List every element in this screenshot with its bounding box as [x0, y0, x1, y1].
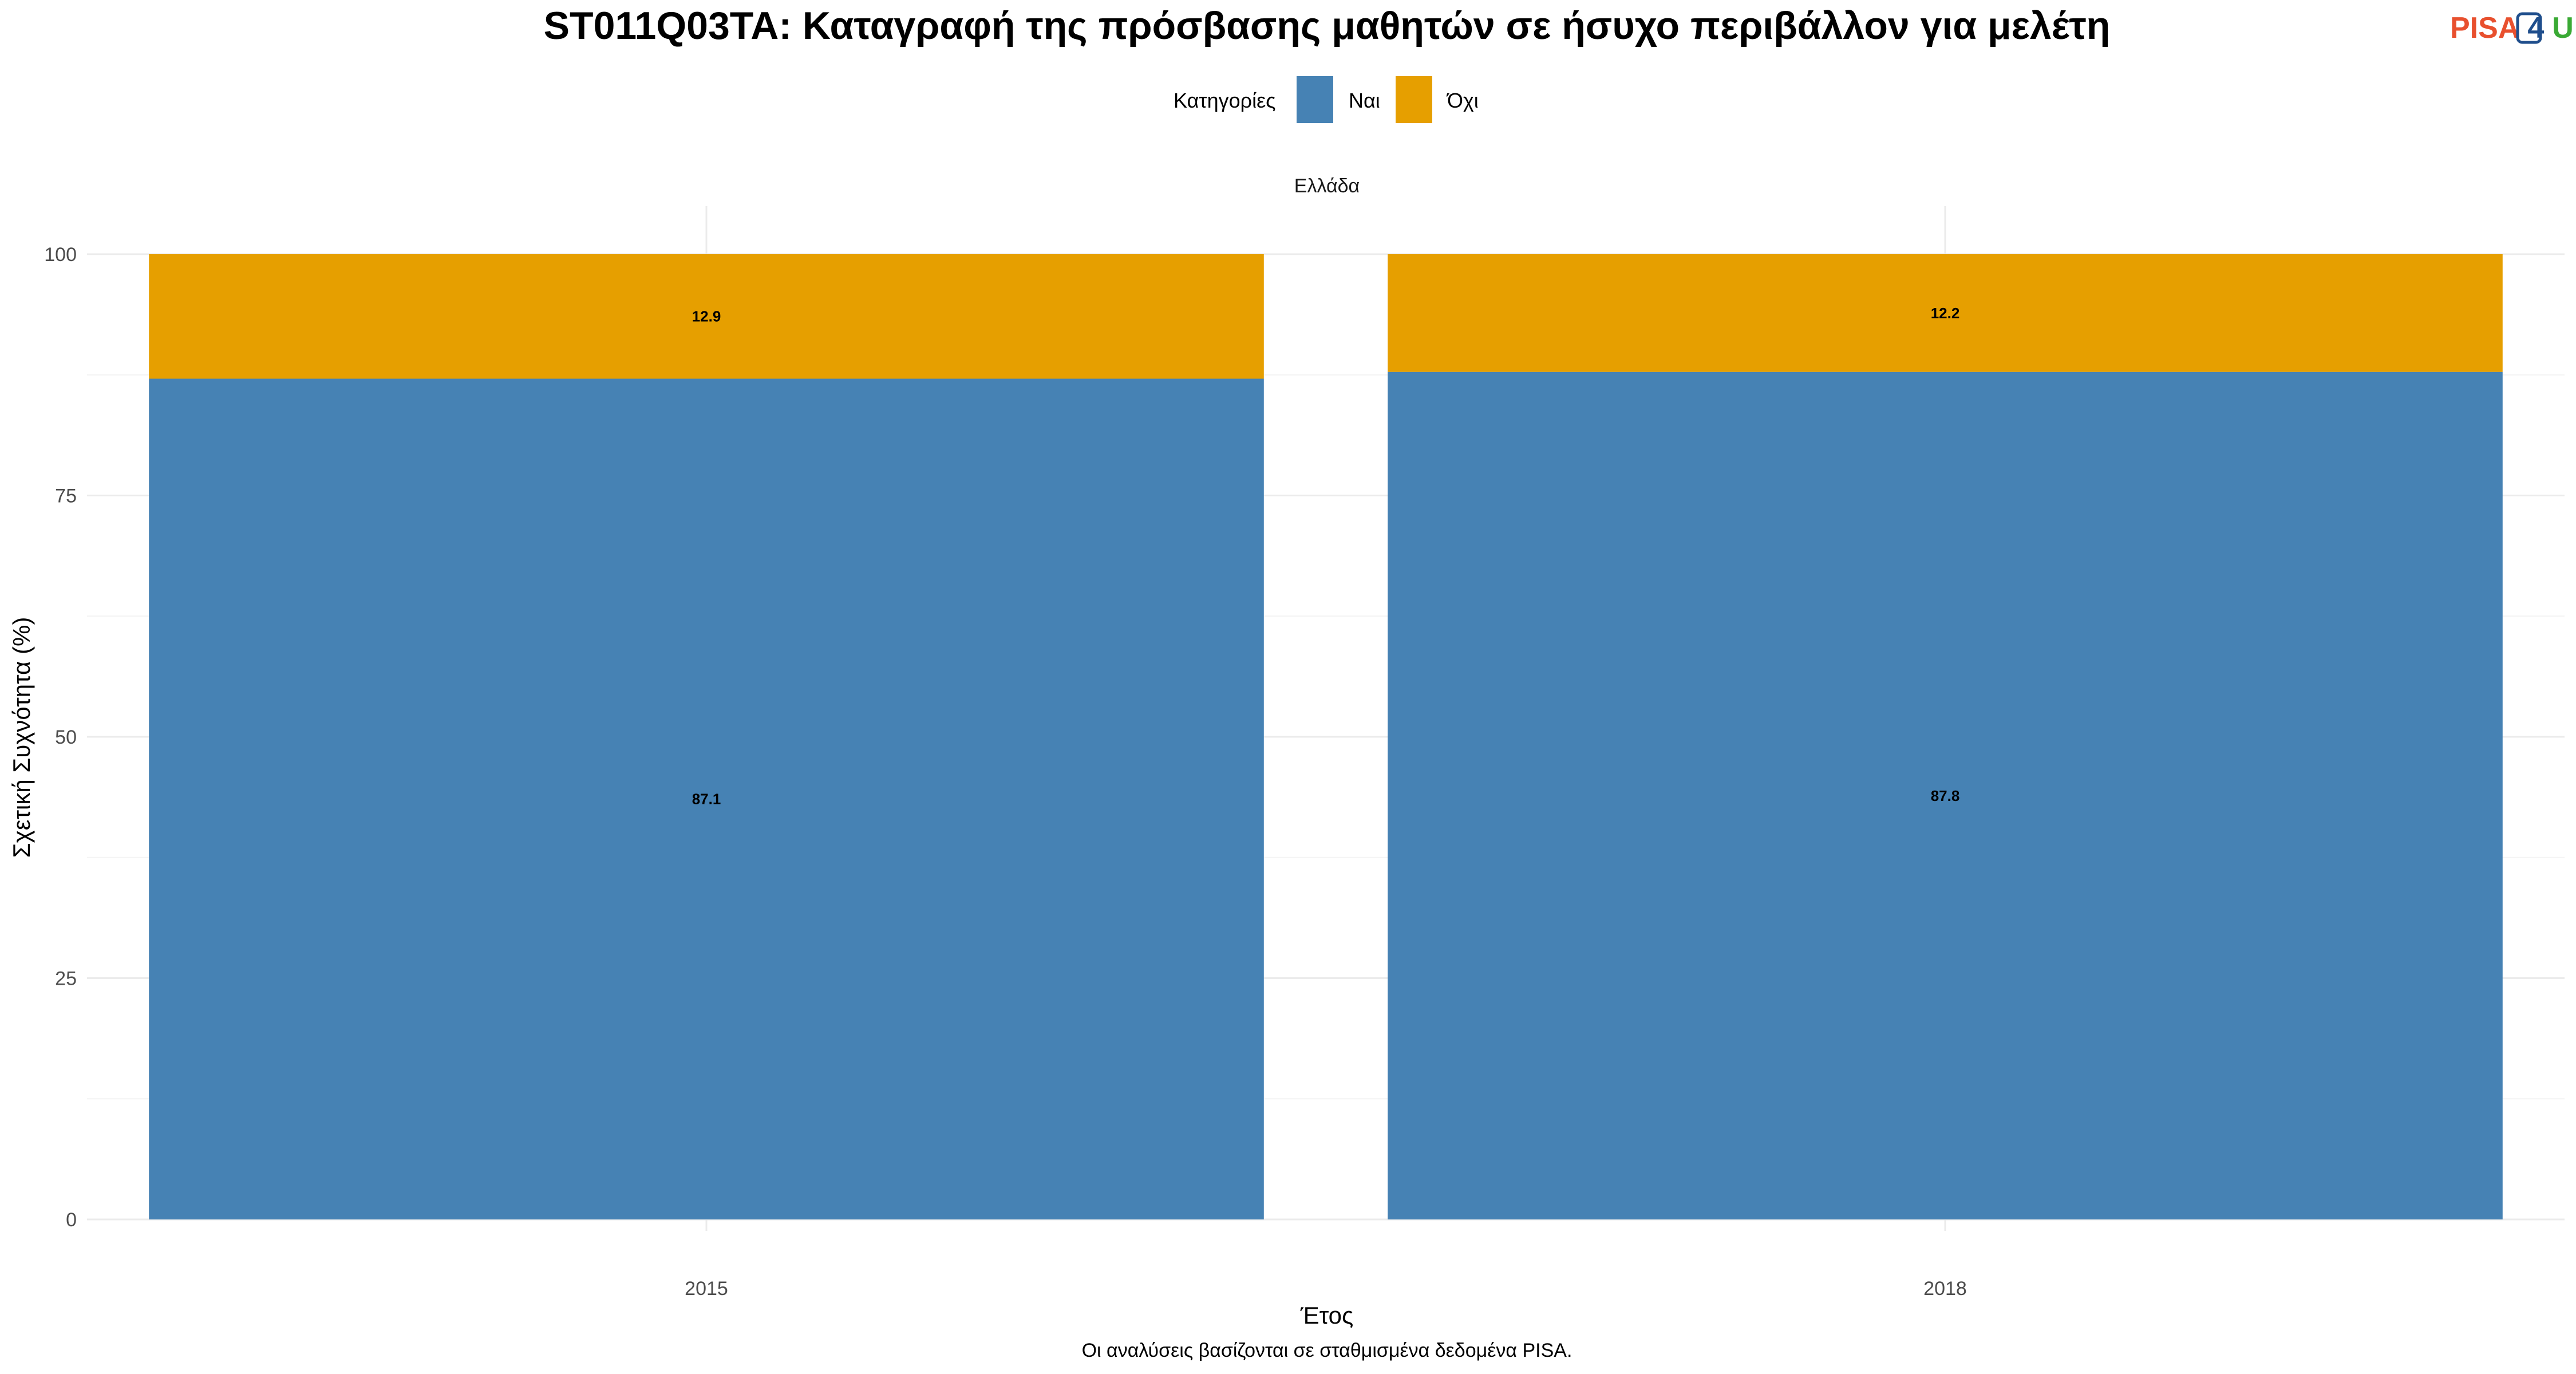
- y-tick-label: 75: [55, 485, 77, 507]
- x-axis-ticks: 2015 2018: [685, 1278, 1967, 1300]
- logo-text-u: U: [2552, 11, 2574, 45]
- data-label: 87.1: [692, 791, 721, 808]
- data-labels: 87.1 12.9 87.8 12.2: [692, 305, 1960, 808]
- bar-ochi-2015: [149, 254, 1264, 379]
- legend: Κατηγορίες Ναι Όχι: [1174, 76, 1479, 123]
- data-label: 12.9: [692, 308, 721, 325]
- bars: [149, 254, 2503, 1219]
- bar-ochi-2018: [1388, 254, 2503, 372]
- bar-nai-2018: [1388, 372, 2503, 1219]
- data-label: 12.2: [1931, 305, 1960, 322]
- y-tick-label: 25: [55, 968, 77, 990]
- y-tick-label: 50: [55, 727, 77, 748]
- logo-text-pisa: PISA: [2450, 11, 2519, 45]
- x-tick-label: 2015: [685, 1278, 728, 1300]
- facet-label: Ελλάδα: [1294, 175, 1360, 197]
- y-axis-title: Σχετική Συχνότητα (%): [8, 617, 35, 858]
- x-tick-label: 2018: [1923, 1278, 1967, 1300]
- pisa4u-logo: PISA 4 U: [2450, 11, 2574, 45]
- y-axis-ticks: 0 25 50 75 100: [44, 244, 77, 1231]
- legend-label-nai: Ναι: [1349, 89, 1380, 112]
- chart-caption: Οι αναλύσεις βασίζονται σε σταθμισμένα δ…: [1082, 1340, 1573, 1361]
- legend-label-ochi: Όχι: [1446, 89, 1479, 112]
- legend-swatch-nai: [1297, 76, 1333, 123]
- legend-title: Κατηγορίες: [1174, 89, 1276, 112]
- chart-title: ST011Q03TA: Καταγραφή της πρόσβασης μαθη…: [544, 4, 2111, 48]
- bar-nai-2015: [149, 378, 1264, 1219]
- logo-box-icon: [2516, 12, 2542, 44]
- y-tick-label: 0: [66, 1209, 77, 1231]
- legend-swatch-ochi: [1396, 76, 1432, 123]
- y-tick-label: 100: [44, 244, 77, 266]
- x-axis-title: Έτος: [1300, 1302, 1354, 1329]
- data-label: 87.8: [1931, 787, 1960, 804]
